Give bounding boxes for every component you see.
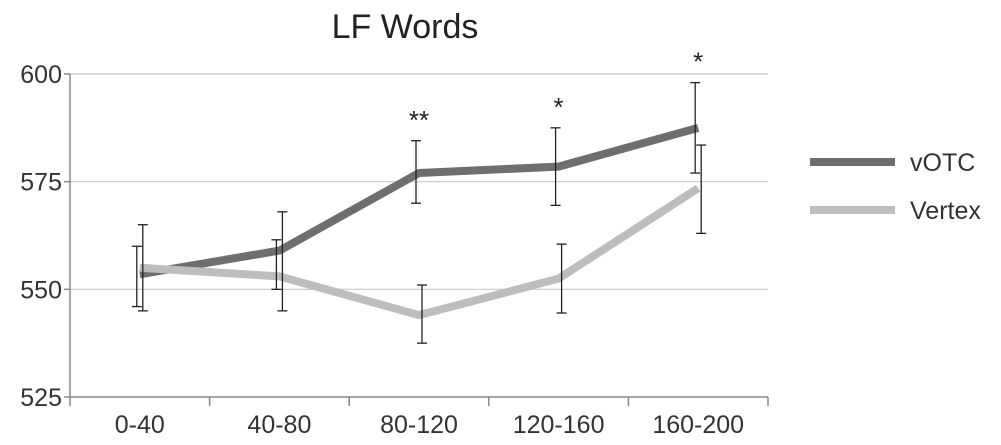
grid-lines bbox=[70, 73, 768, 290]
legend-label: Vertex bbox=[910, 197, 981, 225]
y-tick-label: 525 bbox=[20, 384, 62, 412]
x-tick-label: 120-160 bbox=[513, 411, 605, 439]
x-tick-label: 80-120 bbox=[380, 411, 458, 439]
error-bar bbox=[417, 284, 427, 344]
chart-title: LF Words bbox=[332, 8, 479, 46]
y-tick-label: 600 bbox=[20, 61, 62, 89]
series-line-vertex bbox=[139, 184, 701, 320]
significance-marker: * bbox=[554, 92, 564, 122]
tick-labels: 525 550 575 600 0-40 40-80 80-120 120-160 160-20… bbox=[20, 61, 744, 439]
error-bars bbox=[131, 81, 707, 344]
error-bar bbox=[277, 211, 288, 312]
significance-annotations: ** ** bbox=[409, 47, 703, 135]
error-bar bbox=[411, 140, 421, 204]
x-tick-label: 160-200 bbox=[652, 411, 744, 439]
x-tick-label: 0-40 bbox=[115, 411, 165, 439]
legend-item-vertex: Vertex bbox=[810, 197, 981, 225]
significance-marker: ** bbox=[409, 105, 429, 135]
legend-label: vOTC bbox=[910, 149, 975, 177]
error-bar bbox=[690, 81, 701, 174]
series-line-votc bbox=[139, 123, 700, 279]
legend-item-votc: vOTC bbox=[810, 149, 975, 177]
x-tick-label: 40-80 bbox=[247, 411, 311, 439]
error-bar bbox=[131, 245, 142, 308]
y-tick-label: 550 bbox=[20, 276, 62, 304]
y-tick-label: 575 bbox=[20, 169, 62, 197]
legend: vOTC Vertex bbox=[810, 149, 981, 225]
error-bar bbox=[271, 239, 282, 290]
error-bar bbox=[137, 224, 148, 312]
axes bbox=[64, 73, 769, 406]
series-lines bbox=[139, 123, 701, 320]
error-bar bbox=[696, 144, 707, 234]
error-bar bbox=[556, 243, 567, 314]
error-bar bbox=[550, 127, 561, 207]
significance-marker: * bbox=[693, 47, 703, 77]
